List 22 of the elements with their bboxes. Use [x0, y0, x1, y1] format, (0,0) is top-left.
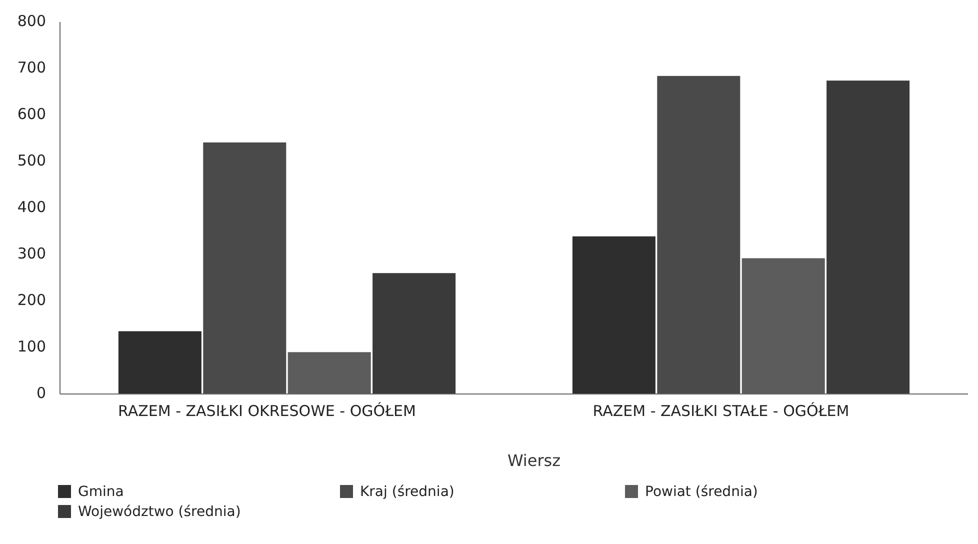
y-tick-label: 400 [17, 198, 46, 216]
x-tick-label: RAZEM - ZASIŁKI OKRESOWE - OGÓŁEM [118, 402, 416, 420]
bar [372, 273, 456, 394]
y-tick-label: 800 [17, 12, 46, 30]
y-tick-label: 600 [17, 105, 46, 124]
legend-label: Kraj (średnia) [360, 484, 454, 500]
y-tick-label: 200 [17, 291, 46, 310]
x-tick-label: RAZEM - ZASIŁKI STAŁE - OGÓŁEM [592, 402, 850, 420]
bar [118, 331, 202, 394]
bar [203, 142, 286, 394]
x-axis-title: Wiersz [507, 451, 561, 470]
y-tick-label: 500 [17, 152, 46, 170]
bar [826, 80, 910, 394]
y-tick-label: 100 [17, 338, 46, 356]
legend-label: Powiat (średnia) [645, 484, 758, 500]
y-tick-label: 700 [17, 58, 46, 77]
bar [657, 76, 740, 394]
y-tick-label: 0 [36, 384, 46, 402]
bar [572, 236, 656, 394]
legend-label: Gmina [78, 484, 124, 500]
legend-label: Województwo (średnia) [78, 504, 241, 520]
y-tick-label: 300 [17, 244, 46, 263]
